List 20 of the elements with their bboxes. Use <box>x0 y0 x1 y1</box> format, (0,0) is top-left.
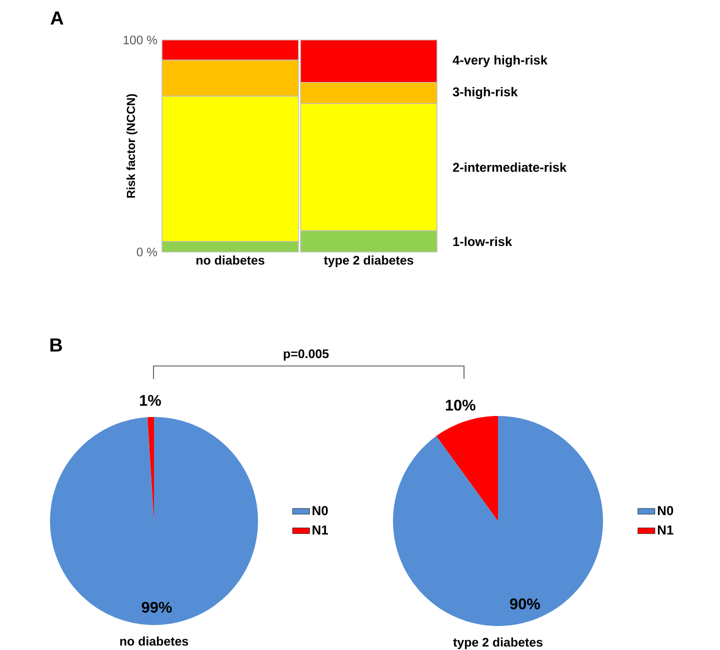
legend-label: N0 <box>658 506 674 516</box>
y-tick-label: 0 % <box>136 248 158 256</box>
series-label: 4-very high-risk <box>452 55 548 68</box>
data-label: 10% <box>446 400 476 411</box>
data-label: 90% <box>510 598 540 610</box>
chart-title: A <box>50 11 64 25</box>
legend-label: N0 <box>312 506 328 516</box>
legend-label: N1 <box>658 526 674 534</box>
series-label: 2-intermediate-risk <box>452 162 567 172</box>
text: type 2 diabetes <box>453 638 542 650</box>
y-axis-title: Risk factor (NCCN) <box>126 94 138 198</box>
text: no diabetes <box>120 636 188 646</box>
series-label: 3-high-risk <box>452 87 518 99</box>
chart-title: B <box>50 338 62 352</box>
text: p=0.005 <box>284 349 329 361</box>
legend-label: N1 <box>312 526 328 534</box>
data-label: 99% <box>142 602 172 613</box>
data-label: 1% <box>140 395 161 406</box>
y-tick-label: 100 % <box>124 36 158 44</box>
series-label: 1-low-risk <box>453 236 512 246</box>
